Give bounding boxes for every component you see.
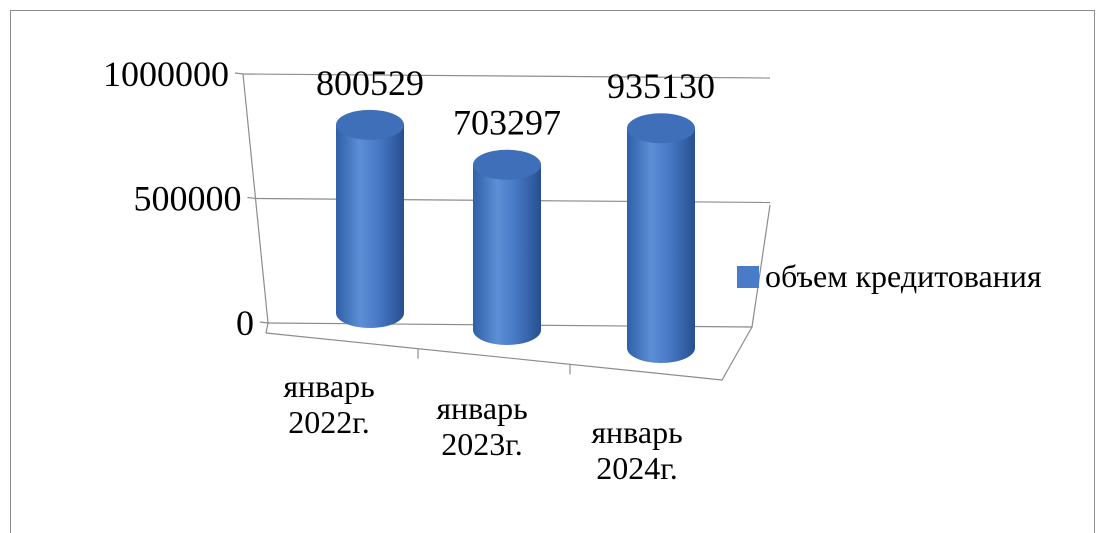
data-label: 703297 [453, 103, 561, 143]
x-tick-label: январь 2022г. [283, 368, 374, 440]
bar-top [336, 109, 404, 140]
bars [336, 109, 695, 363]
y-tick-label: 1000000 [103, 54, 229, 94]
y-tick-mark [234, 72, 244, 75]
x-tick-label-line: 2024г. [596, 450, 678, 486]
bar-top [627, 113, 695, 144]
bar-top [473, 149, 541, 180]
right-wall-edge [751, 204, 771, 328]
y-tick-mark [259, 321, 269, 324]
bar-body [336, 124, 404, 328]
data-label: 800529 [316, 63, 424, 103]
bar [336, 109, 404, 328]
bar-body [473, 164, 541, 345]
bar [627, 113, 695, 363]
x-tick-label-line: 2022г. [288, 404, 370, 440]
x-tick-label-line: январь [591, 414, 682, 450]
x-tick-label-line: январь [283, 368, 374, 404]
chart-frame [10, 10, 1095, 533]
x-tick-label-line: январь [436, 390, 527, 426]
y-axis-ticks: 0 500000 1000000 [103, 54, 254, 343]
legend: объем кредитования [737, 258, 1042, 295]
gridline [242, 73, 771, 79]
legend-swatch [737, 265, 759, 288]
legend-label: объем кредитования [765, 258, 1042, 294]
y-tick-mark [247, 196, 256, 200]
back-wall-edge [242, 73, 269, 334]
x-tick-label: январь 2023г. [436, 390, 527, 462]
bar [473, 149, 541, 345]
data-labels: 800529 703297 935130 [316, 63, 715, 143]
y-tick-label: 0 [236, 303, 254, 343]
data-label: 935130 [607, 66, 715, 106]
x-tick-label-line: 2023г. [441, 426, 523, 462]
y-tick-label: 500000 [134, 179, 242, 219]
x-tick-label: январь 2024г. [591, 414, 682, 486]
x-axis-ticks: январь 2022г. январь 2023г. январь 2024г. [283, 368, 682, 486]
bar-body [627, 128, 695, 363]
